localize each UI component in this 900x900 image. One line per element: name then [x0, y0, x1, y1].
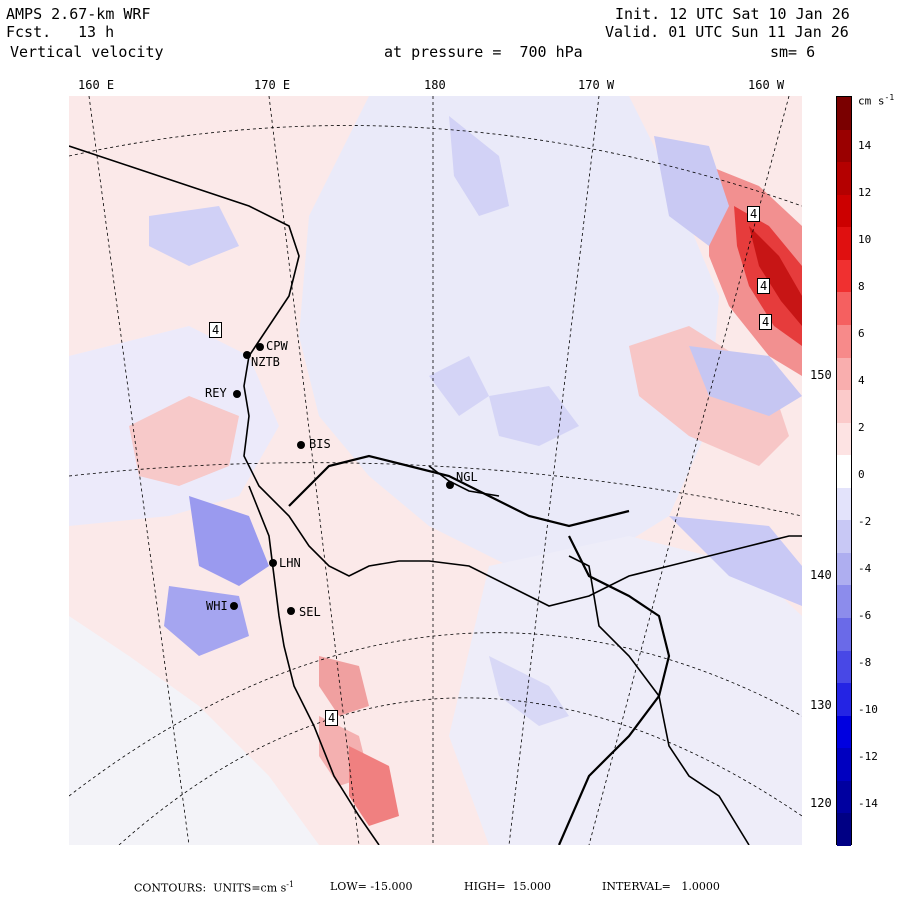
colorbar-segment	[837, 780, 851, 814]
descent-region	[189, 496, 269, 586]
contour-label: 4	[325, 710, 339, 726]
lon-label: 180	[424, 78, 446, 92]
colorbar-segment	[837, 422, 851, 456]
colorbar-segment	[837, 455, 851, 489]
station-label-nztb: NZTB	[251, 355, 280, 369]
station-label-ngl: NGL	[456, 470, 478, 484]
ice-shelf-boundary	[288, 454, 671, 845]
colorbar-units: cm s-1	[858, 93, 895, 108]
descent-region	[164, 586, 249, 656]
colorbar-tick-label: -14	[858, 797, 878, 810]
colorbar-tick-label: 8	[858, 280, 865, 293]
colorbar-segment	[837, 748, 851, 782]
lon-label: 160 E	[78, 78, 115, 92]
descent-region	[429, 356, 489, 416]
descent-region	[149, 206, 239, 266]
valid-time: Valid. 01 UTC Sun 11 Jan 26	[605, 23, 849, 41]
colorbar-segment	[837, 683, 851, 717]
colorbar-segment	[837, 650, 851, 684]
ascent-region	[129, 396, 239, 486]
station-label-whi: WHI	[206, 599, 228, 613]
ascent-region	[349, 746, 399, 826]
colorbar-tick-label: 6	[858, 327, 865, 340]
colorbar-tick-label: -10	[858, 703, 878, 716]
graticule	[69, 96, 802, 845]
colorbar-segment	[837, 585, 851, 619]
colorbar-segment	[837, 357, 851, 391]
station-marker	[233, 390, 241, 398]
station-marker	[243, 351, 251, 359]
weak-descent-region	[299, 96, 719, 566]
colorbar-segment	[837, 487, 851, 521]
footer-contours: CONTOURS: UNITS=cm s-1	[134, 880, 295, 895]
lon-label: 170 W	[578, 78, 615, 92]
pressure-level: at pressure = 700 hPa	[384, 43, 583, 61]
station-marker	[287, 607, 295, 615]
colorbar-segment	[837, 227, 851, 261]
colorbar-segment	[837, 194, 851, 228]
colorbar-segment	[837, 715, 851, 749]
colorbar	[836, 96, 852, 847]
colorbar-tick-label: 2	[858, 421, 865, 434]
map-panel: CPW NZTB REY BIS NGL LHN WHI SEL 4 4 4 4…	[69, 96, 802, 845]
colorbar-tick-label: -6	[858, 609, 872, 622]
colorbar-tick-label: 14	[858, 139, 872, 152]
strong-ascent-core	[749, 226, 802, 326]
descent-region	[449, 116, 509, 216]
colorbar-segment	[837, 129, 851, 163]
smoothing: sm= 6	[770, 43, 816, 61]
colorbar-segment	[837, 292, 851, 326]
colorbar-segment	[837, 97, 851, 131]
lon-label: 170 E	[254, 78, 291, 92]
colorbar-tick-label: -8	[858, 656, 872, 669]
colorbar-segment	[837, 813, 851, 847]
ice-sheet-area	[69, 616, 319, 845]
colorbar-tick-label: 10	[858, 233, 872, 246]
station-label-lhn: LHN	[279, 556, 301, 570]
descent-region	[489, 386, 579, 446]
vertical-velocity-map	[69, 96, 802, 845]
lon-label: 160 W	[748, 78, 785, 92]
contour-label: 4	[747, 206, 761, 222]
colorbar-tick-label: 12	[858, 186, 872, 199]
forecast-label: Fcst.	[6, 23, 52, 41]
station-label-rey: REY	[205, 386, 227, 400]
colorbar-segment	[837, 552, 851, 586]
colorbar-tick-label: 0	[858, 468, 865, 481]
descent-region	[669, 516, 802, 606]
colorbar-tick-label: -2	[858, 515, 872, 528]
ascent-region	[319, 656, 369, 716]
descent-region	[654, 136, 729, 246]
station-label-bis: BIS	[309, 437, 331, 451]
footer-low: LOW= -15.000	[330, 880, 413, 893]
station-label-cpw: CPW	[266, 339, 288, 353]
colorbar-segment	[837, 520, 851, 554]
colorbar-segment	[837, 324, 851, 359]
weak-descent-region	[449, 536, 802, 845]
station-marker	[446, 481, 454, 489]
station-marker	[297, 441, 305, 449]
field-name: Vertical velocity	[10, 43, 164, 61]
colorbar-segment	[837, 259, 851, 293]
footer-high: HIGH= 15.000	[464, 880, 552, 893]
colorbar-segment	[837, 162, 851, 196]
colorbar-tick-label: -12	[858, 750, 878, 763]
contour-label: 4	[209, 322, 223, 338]
contour-label: 4	[759, 314, 773, 330]
init-time: Init. 12 UTC Sat 10 Jan 26	[615, 5, 850, 23]
station-label-sel: SEL	[299, 605, 321, 619]
station-marker	[269, 559, 277, 567]
descent-region	[489, 656, 569, 726]
colorbar-tick-label: 4	[858, 374, 865, 387]
model-title: AMPS 2.67-km WRF	[6, 5, 151, 23]
forecast-hour: 13 h	[78, 23, 115, 41]
colorbar-tick-label: -4	[858, 562, 872, 575]
colorbar-segment	[837, 390, 851, 424]
station-marker	[230, 602, 238, 610]
station-marker	[256, 343, 264, 351]
footer-interval: INTERVAL= 1.0000	[602, 880, 720, 893]
contour-label: 4	[757, 278, 771, 294]
colorbar-segment	[837, 618, 851, 652]
